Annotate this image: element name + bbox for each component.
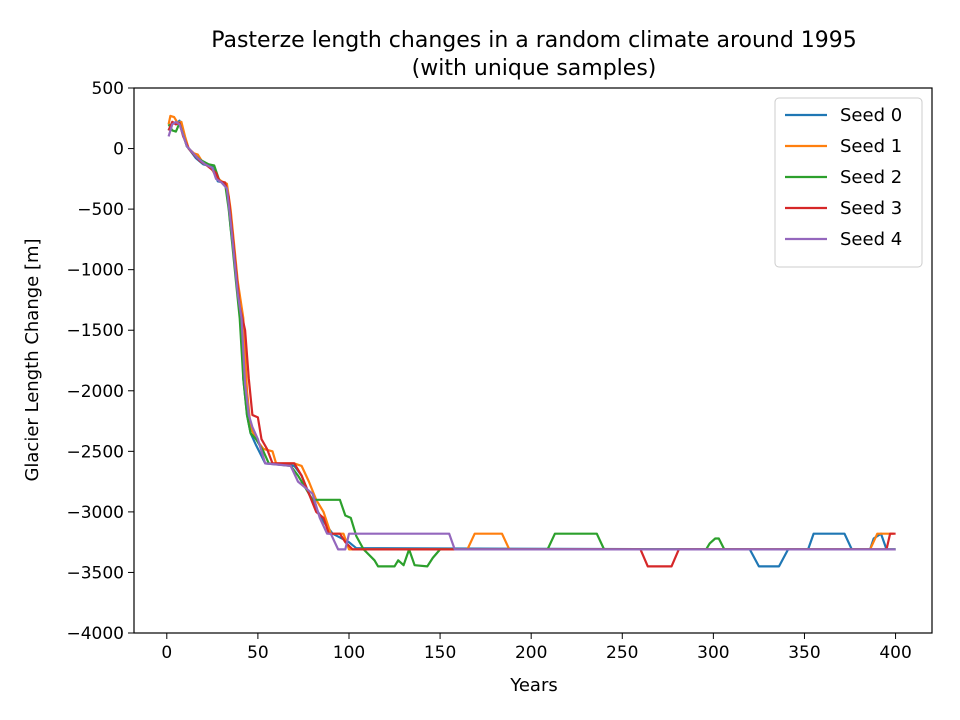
y-tick-label: −1500 (66, 321, 124, 341)
x-tick-label: 300 (697, 643, 729, 663)
y-axis-label: Glacier Length Change [m] (22, 238, 43, 481)
x-tick-label: 250 (606, 643, 638, 663)
y-tick-label: −3000 (66, 503, 124, 523)
x-tick-label: 50 (247, 643, 269, 663)
legend-label-seed-2: Seed 2 (840, 167, 902, 188)
y-tick-label: 0 (113, 140, 124, 160)
legend-label-seed-3: Seed 3 (840, 198, 902, 219)
y-tick-label: −2000 (66, 382, 124, 402)
plot-frame (133, 87, 933, 634)
series-line-seed-4 (167, 120, 896, 551)
x-tick-label: 200 (515, 643, 547, 663)
x-tick-label: 400 (879, 643, 911, 663)
legend-label-seed-0: Seed 0 (840, 105, 902, 126)
legend: Seed 0 Seed 1 Seed 2 Seed 3 Seed 4 (774, 97, 923, 268)
legend-box (774, 97, 923, 268)
chart-subtitle: (with unique samples) (412, 56, 657, 81)
y-tick-label: −2500 (66, 442, 124, 462)
x-axis-label: Years (509, 675, 558, 696)
series-layer (167, 114, 896, 568)
y-tick-label: −3500 (66, 563, 124, 583)
x-tick-label: 0 (161, 643, 172, 663)
legend-label-seed-1: Seed 1 (840, 136, 902, 157)
y-tick-label: −1000 (66, 261, 124, 281)
x-axis: 0 50 100 150 200 250 300 350 400 (161, 633, 912, 663)
legend-label-seed-4: Seed 4 (840, 229, 902, 250)
x-tick-label: 150 (424, 643, 456, 663)
x-tick-label: 100 (333, 643, 365, 663)
y-axis: 500 0 −500 −1000 −1500 −2000 −2500 −3000 −3500 −4… (66, 79, 134, 644)
y-tick-label: −4000 (66, 624, 124, 644)
x-tick-label: 350 (788, 643, 820, 663)
chart-title: Pasterze length changes in a random clim… (211, 28, 857, 53)
y-tick-label: 500 (92, 79, 124, 99)
y-tick-label: −500 (77, 200, 124, 220)
